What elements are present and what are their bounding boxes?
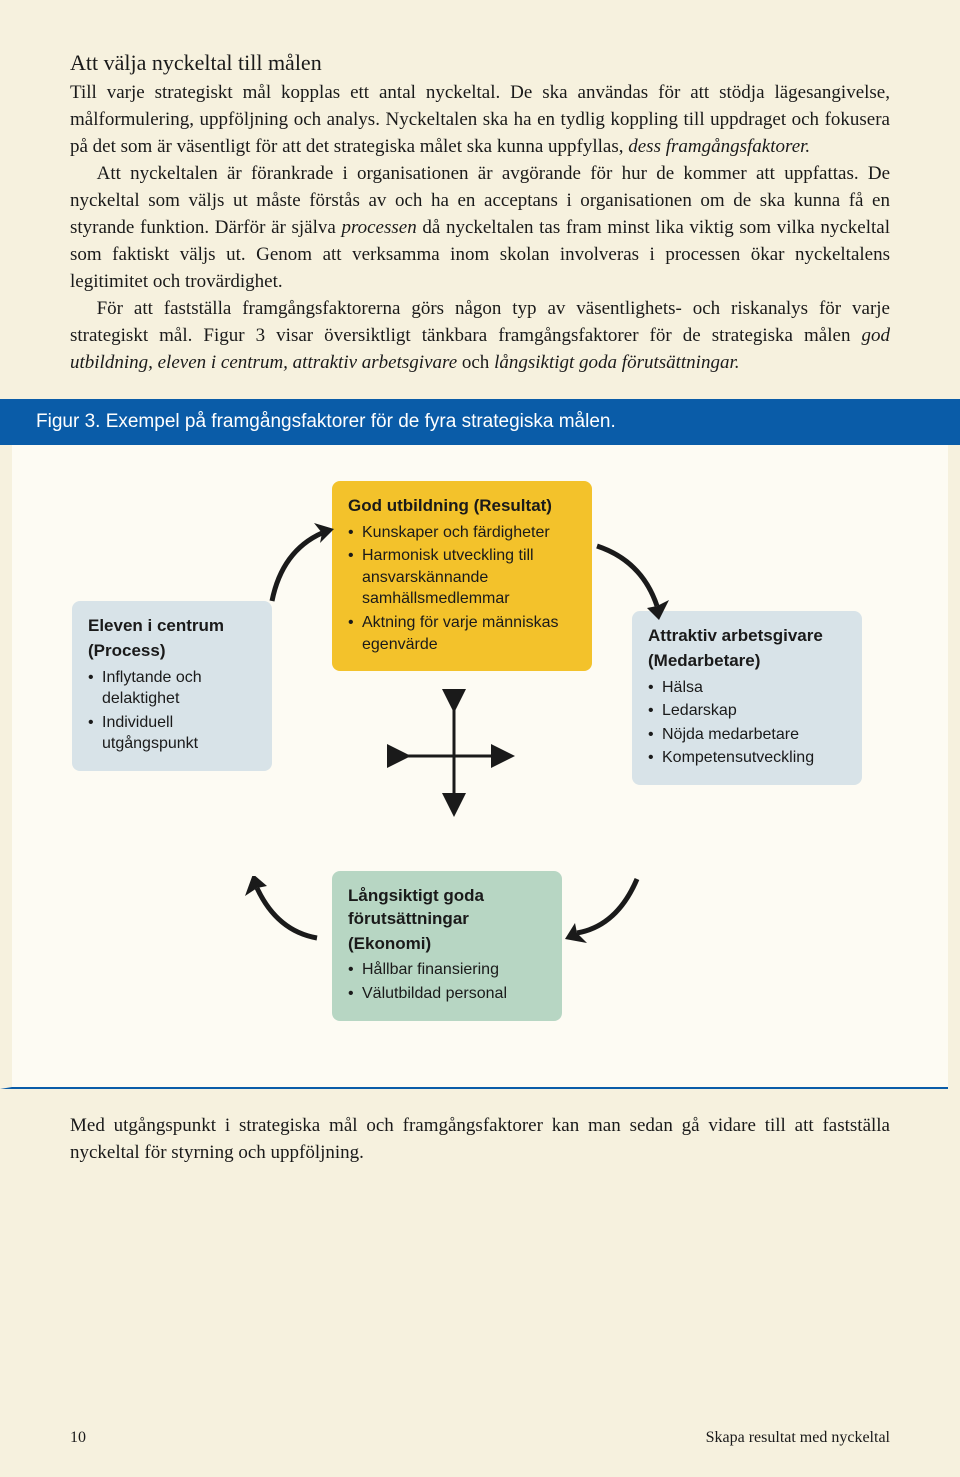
p2b: processen (341, 217, 416, 238)
box-top-title: God utbildning (Resultat) (348, 495, 576, 518)
list-item: Individuell utgångspunkt (88, 712, 256, 755)
p3d: långsiktigt goda förutsättningar. (494, 352, 739, 373)
arrow-top-right-icon (587, 536, 677, 626)
paragraph-2: Att nyckeltalen är förankrade i organisa… (70, 161, 890, 296)
section-heading: Att välja nyckeltal till målen (70, 50, 890, 76)
box-top-list: Kunskaper och färdigheter Harmonisk utve… (348, 522, 576, 656)
arrow-bottom-left-icon (242, 876, 332, 956)
list-item: Aktning för varje människas egenvärde (348, 612, 576, 655)
arrow-bottom-right-icon (562, 871, 652, 951)
list-item: Hållbar finansiering (348, 959, 546, 981)
box-bottom-title: Långsiktigt goda förutsättningar (348, 885, 546, 931)
list-item: Inflytande och delaktighet (88, 667, 256, 710)
paragraph-3: För att fastställa framgångsfaktorerna g… (70, 296, 890, 377)
list-item: Nöjda medarbetare (648, 724, 846, 746)
paragraph-1: Till varje strategiskt mål kopplas ett a… (70, 80, 890, 161)
figure-caption-bar: Figur 3. Exempel på framgångsfaktorer fö… (0, 399, 960, 445)
box-right-sub: (Medarbetare) (648, 650, 846, 673)
list-item: Ledarskap (648, 700, 846, 722)
box-bottom-sub: (Ekonomi) (348, 933, 546, 956)
figure-body: God utbildning (Resultat) Kunskaper och … (0, 445, 948, 1089)
box-left-list: Inflytande och delaktighet Individuell u… (88, 667, 256, 755)
list-item: Välutbildad personal (348, 983, 546, 1005)
p3c: och (457, 352, 494, 373)
list-item: Harmonisk utveckling till ansvarskännand… (348, 545, 576, 610)
figure-caption: Figur 3. Exempel på framgångsfaktorer fö… (36, 411, 616, 432)
page-number: 10 (70, 1429, 86, 1447)
page-content: Att välja nyckeltal till målen Till varj… (0, 0, 960, 377)
figure-canvas: God utbildning (Resultat) Kunskaper och … (42, 481, 918, 1041)
list-item: Hälsa (648, 677, 846, 699)
p3a: För att fastställa framgångsfaktorerna g… (70, 298, 890, 346)
closing-paragraph: Med utgångspunkt i strategiska mål och f… (0, 1089, 960, 1167)
body-text: Till varje strategiskt mål kopplas ett a… (70, 80, 890, 377)
box-bottom-list: Hållbar finansiering Välutbildad persona… (348, 959, 546, 1004)
list-item: Kunskaper och färdigheter (348, 522, 576, 544)
list-item: Kompetensutveckling (648, 747, 846, 769)
box-right-list: Hälsa Ledarskap Nöjda medarbetare Kompet… (648, 677, 846, 769)
box-left-title: Eleven i centrum (88, 615, 256, 638)
box-bottom: Långsiktigt goda förutsättningar (Ekonom… (332, 871, 562, 1021)
box-left: Eleven i centrum (Process) Inflytande oc… (72, 601, 272, 771)
closing-text: Med utgångspunkt i strategiska mål och f… (70, 1113, 890, 1167)
page-footer: 10 Skapa resultat med nyckeltal (70, 1429, 890, 1447)
box-right: Attraktiv arbetsgivare (Medarbetare) Häl… (632, 611, 862, 785)
cross-icon (384, 686, 524, 826)
arrow-top-left-icon (262, 521, 342, 611)
box-top: God utbildning (Resultat) Kunskaper och … (332, 481, 592, 672)
box-right-title: Attraktiv arbetsgivare (648, 625, 846, 648)
p1b: dess framgångsfaktorer. (628, 136, 810, 157)
box-left-sub: (Process) (88, 640, 256, 663)
footer-title: Skapa resultat med nyckeltal (706, 1429, 890, 1447)
